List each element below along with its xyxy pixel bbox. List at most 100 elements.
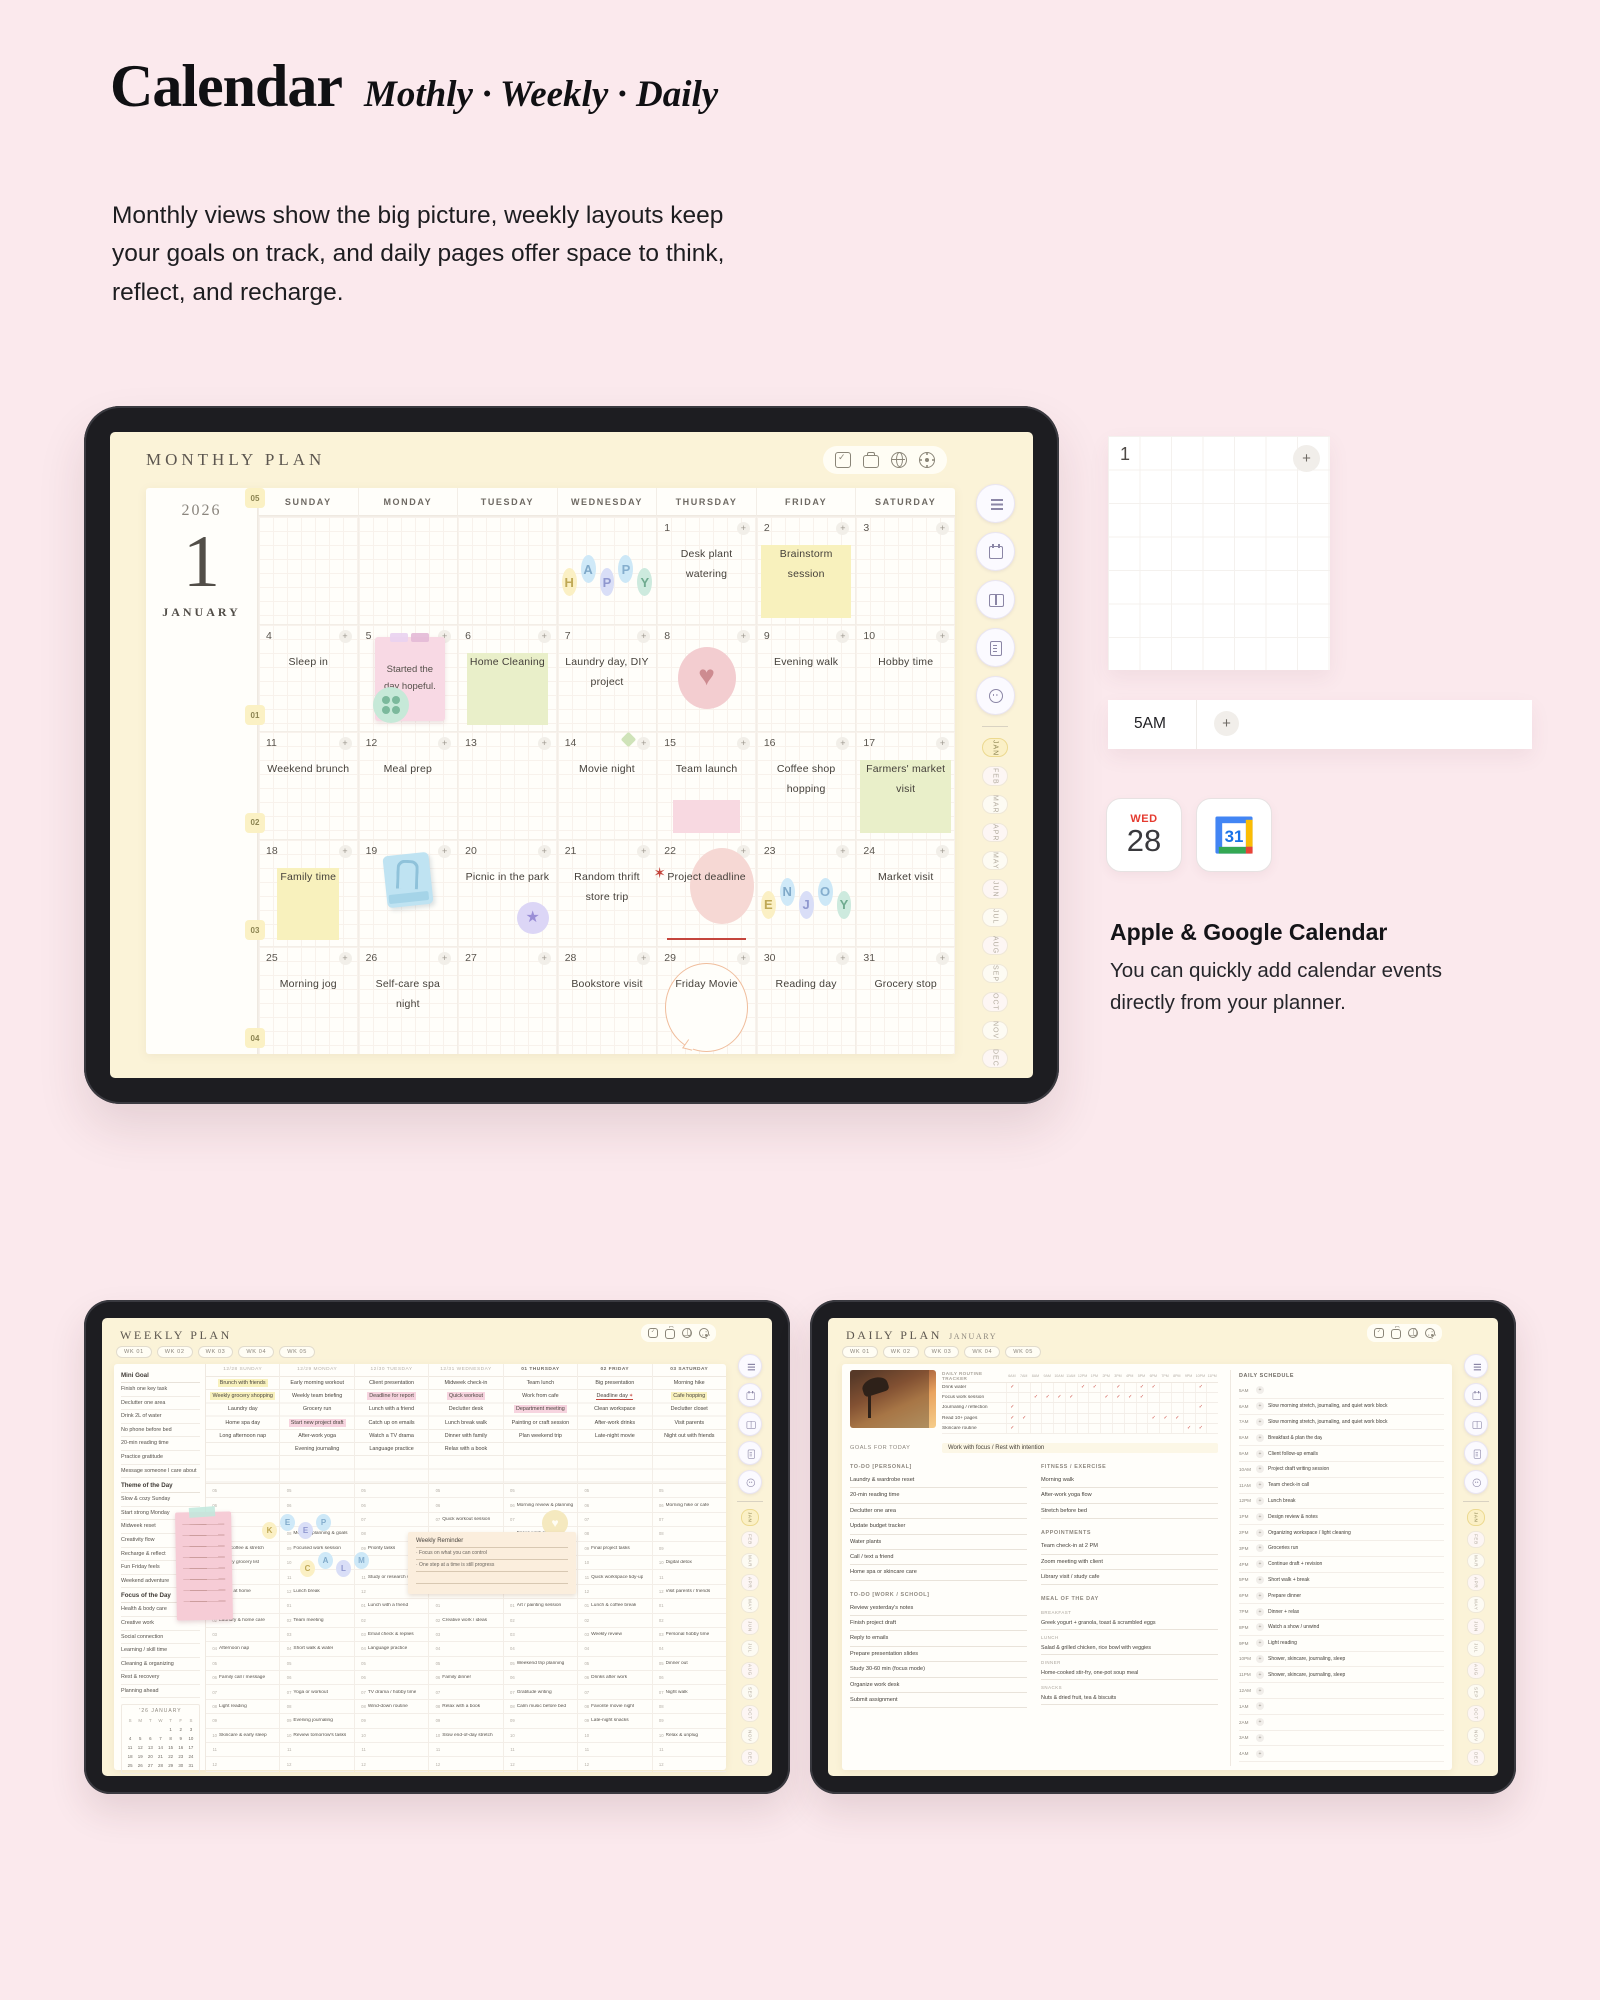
add-event-button[interactable]: + — [537, 844, 551, 858]
tracker-check-cell[interactable] — [1182, 1383, 1195, 1393]
schedule-row[interactable]: 06 — [206, 1498, 280, 1513]
schedule-row[interactable]: 12PM + Lunch break — [1239, 1494, 1444, 1510]
calendar-day-cell[interactable]: 4 + Sleep in — [258, 623, 358, 732]
mini-month-day[interactable] — [145, 1725, 155, 1734]
add-entry-button[interactable]: + — [1256, 1718, 1264, 1727]
add-entry-button[interactable]: + — [1256, 1417, 1264, 1426]
mini-month-day[interactable]: 11 — [127, 1745, 133, 1751]
add-entry-button[interactable]: + — [1256, 1449, 1264, 1458]
calendar-day-cell[interactable]: 28 + Bookstore visit — [556, 946, 657, 1054]
calendar-event[interactable]: Bookstore visit — [562, 975, 653, 1048]
mini-month-day[interactable]: 16 — [178, 1745, 184, 1751]
schedule-row[interactable]: 4PM + Continue draft + revision — [1239, 1557, 1444, 1573]
mini-month-day[interactable]: 22 — [168, 1754, 174, 1760]
mini-month-day[interactable]: 20 — [147, 1754, 153, 1760]
week-tab[interactable]: 05 — [245, 488, 265, 508]
section-item[interactable]: Planning ahead — [121, 1685, 200, 1699]
tracker-check-cell[interactable] — [1053, 1423, 1065, 1433]
mini-month-day[interactable]: 31 — [188, 1763, 194, 1769]
mini-month-day[interactable]: 28 — [158, 1763, 163, 1769]
section-item[interactable]: Learning / skill time — [121, 1644, 200, 1658]
tracker-check-cell[interactable]: ✓ — [1076, 1383, 1089, 1393]
calendar-event[interactable]: Reading day — [761, 975, 852, 1048]
add-event-button[interactable]: + — [537, 952, 551, 966]
tracker-check-cell[interactable]: ✓ — [1112, 1393, 1124, 1403]
tracker-check-cell[interactable]: ✓ — [1170, 1413, 1183, 1423]
calendar-day-cell[interactable]: 24 + Market visit — [855, 838, 955, 947]
tracker-check-cell[interactable] — [1076, 1403, 1089, 1413]
calendar-day-cell[interactable]: 13 + — [457, 731, 557, 839]
schedule-row[interactable]: 07 — [652, 1513, 726, 1528]
schedule-row[interactable]: 8PM + Watch a show / unwind — [1239, 1620, 1444, 1636]
weekly-task[interactable]: Laundry day — [206, 1403, 279, 1416]
add-event-button[interactable]: + — [836, 952, 850, 966]
schedule-row[interactable]: 10 — [578, 1556, 652, 1571]
mini-month-day[interactable]: 2 — [179, 1727, 182, 1733]
fitness-item[interactable]: Stretch before bed — [1041, 1504, 1218, 1520]
tracker-check-cell[interactable]: ✓ — [1123, 1393, 1136, 1403]
schedule-row[interactable]: 11 Study or research session — [354, 1570, 429, 1585]
mini-month-day[interactable]: 3 — [189, 1727, 193, 1733]
tracker-check-cell[interactable] — [1182, 1393, 1195, 1403]
appointment-item[interactable]: Library visit / study cafe — [1041, 1570, 1218, 1586]
tracker-check-cell[interactable] — [1041, 1413, 1053, 1423]
tracker-check-cell[interactable] — [1064, 1413, 1077, 1423]
tracker-check-cell[interactable] — [1135, 1403, 1148, 1413]
tracker-check-cell[interactable] — [1206, 1413, 1218, 1423]
calendar-day-cell[interactable]: 8 + — [656, 623, 756, 732]
schedule-row[interactable]: 1PM + Design review & notes — [1239, 1509, 1444, 1526]
schedule-row[interactable]: 10PM + Shower, skincare, journaling, sle… — [1239, 1652, 1444, 1668]
month-tab[interactable]: SEP — [741, 1683, 759, 1701]
tracker-check-cell[interactable] — [1112, 1413, 1124, 1423]
schedule-row[interactable]: 07 — [429, 1685, 503, 1700]
calendar-day-cell[interactable] — [357, 516, 458, 624]
week-tab[interactable]: WK 03 — [197, 1346, 234, 1358]
mini-month-day[interactable]: 14 — [158, 1745, 163, 1751]
mini-month-day[interactable]: 21 — [158, 1754, 163, 1760]
month-tab[interactable]: SEP — [1467, 1683, 1485, 1701]
tracker-check-cell[interactable] — [1112, 1403, 1124, 1413]
mini-month-day[interactable]: 19 — [137, 1754, 143, 1760]
weekly-task[interactable]: Quick workout — [429, 1390, 502, 1403]
tracker-check-cell[interactable] — [1194, 1413, 1207, 1423]
add-event-button[interactable]: + — [736, 737, 750, 751]
tracker-check-cell[interactable] — [1123, 1423, 1136, 1433]
tracker-check-cell[interactable] — [1147, 1423, 1159, 1433]
toolbar-icon[interactable] — [1408, 1328, 1418, 1338]
tracker-check-cell[interactable]: ✓ — [1147, 1413, 1159, 1423]
schedule-row[interactable]: 01 Lunch & coffee break — [578, 1599, 652, 1614]
tracker-check-cell[interactable]: ✓ — [1194, 1403, 1207, 1413]
add-event-button[interactable]: + — [736, 952, 750, 966]
calendar-event[interactable]: Grocery stop — [860, 975, 951, 1048]
month-tab[interactable]: JAN — [741, 1509, 759, 1526]
mini-month-day[interactable] — [155, 1725, 165, 1734]
month-tab[interactable]: APR — [1467, 1574, 1485, 1592]
add-event-button[interactable]: + — [438, 737, 452, 751]
mini-month-day[interactable]: 8 — [169, 1736, 172, 1742]
sidebar-icon-button[interactable] — [1464, 1383, 1488, 1407]
todo-item[interactable]: Water plants — [850, 1535, 1027, 1550]
month-tab[interactable]: FEB — [1467, 1530, 1485, 1548]
month-tab[interactable]: OCT — [982, 992, 1008, 1012]
calendar-event[interactable]: Self-care spa night — [363, 975, 454, 1048]
tracker-check-cell[interactable] — [1170, 1403, 1183, 1413]
schedule-row[interactable]: 11 Quick workspace tidy-up — [578, 1570, 652, 1585]
sidebar-icon-button[interactable] — [975, 532, 1015, 571]
appointment-item[interactable]: Team check-in at 2 PM — [1041, 1539, 1218, 1555]
schedule-row[interactable]: 1AM + — [1239, 1699, 1444, 1715]
schedule-row[interactable]: 08 — [354, 1527, 429, 1542]
calendar-day-cell[interactable]: 3 + — [855, 516, 955, 624]
todo-item[interactable]: Prepare presentation slides — [850, 1647, 1027, 1663]
calendar-day-cell[interactable]: 31 + Grocery stop — [855, 946, 955, 1054]
schedule-row[interactable]: 08 Wind-down routine — [354, 1700, 429, 1715]
month-tab[interactable]: APR — [982, 822, 1008, 842]
calendar-day-cell[interactable]: 20 + Picnic in the park — [457, 838, 557, 947]
schedule-row[interactable]: 07 — [354, 1513, 429, 1528]
add-entry-button[interactable]: + — [1256, 1512, 1264, 1521]
schedule-row[interactable]: 06 Morning hike or cafe — [652, 1498, 726, 1513]
month-tab[interactable]: SEP — [982, 964, 1008, 984]
calendar-day-cell[interactable]: 19 + — [357, 838, 458, 947]
schedule-row[interactable]: 05 — [206, 1657, 280, 1672]
schedule-row[interactable]: 11 — [503, 1743, 578, 1758]
mini-month-day[interactable]: 26 — [137, 1763, 143, 1769]
